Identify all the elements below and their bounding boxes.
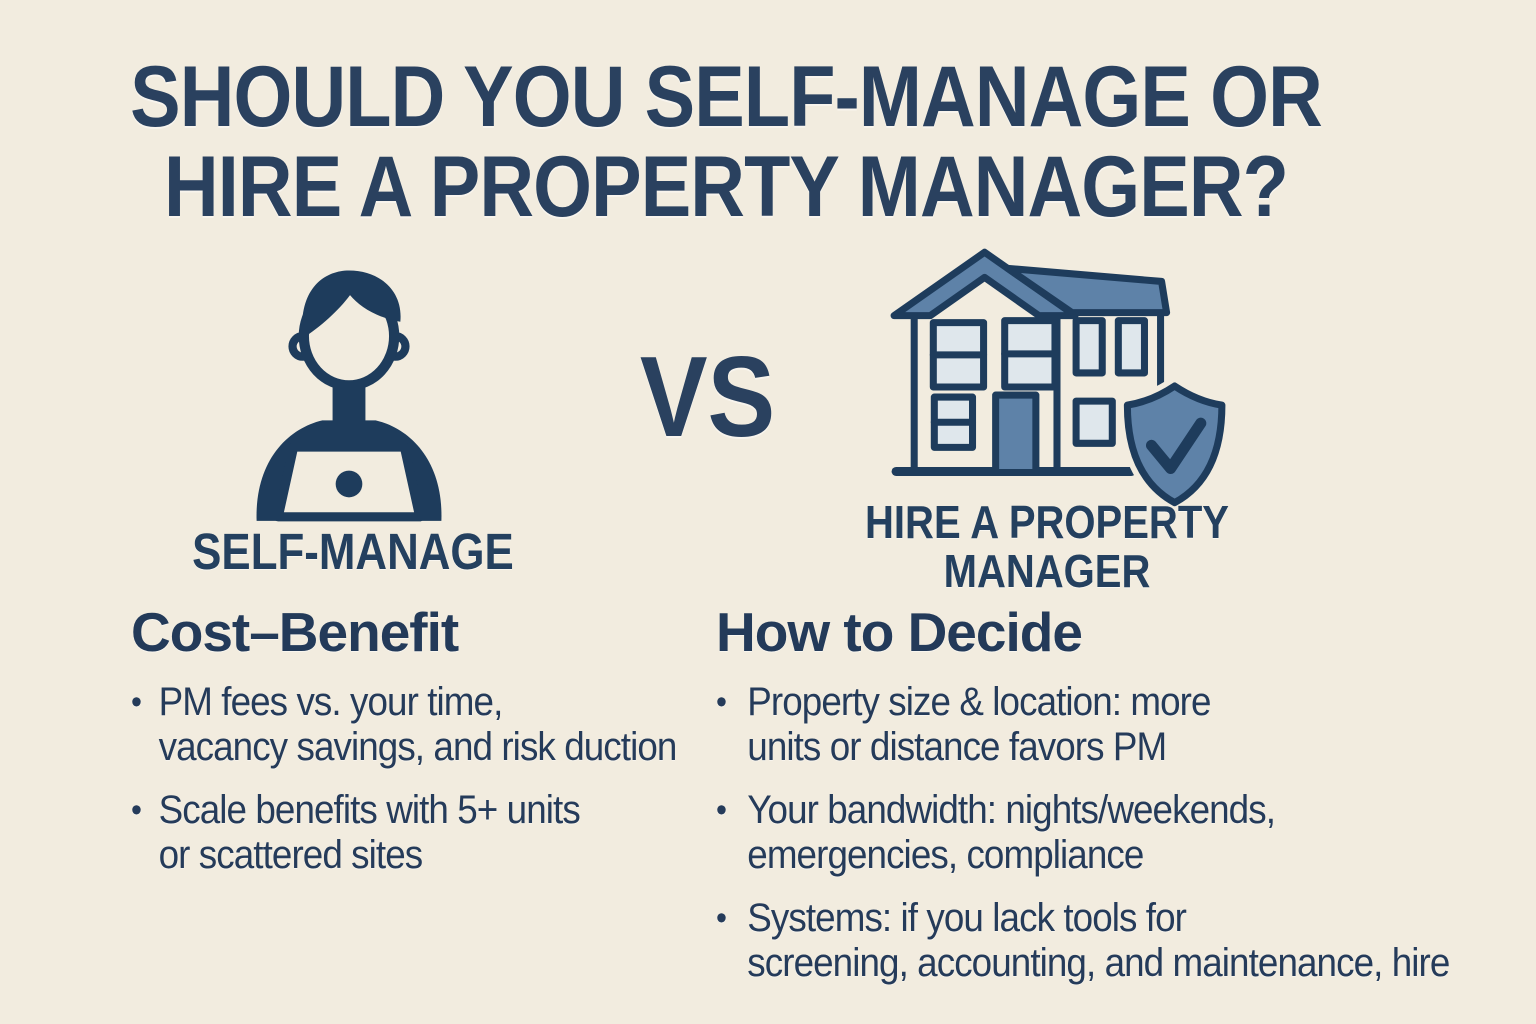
person-hair bbox=[302, 270, 401, 339]
title-line-1: SHOULD YOU SELF-MANAGE OR bbox=[130, 49, 1323, 145]
title-line-2: HIRE A PROPERTY MANAGER? bbox=[163, 139, 1289, 235]
front-door bbox=[992, 391, 1040, 477]
list-item: • Systems: if you lack tools for screeni… bbox=[716, 896, 1526, 986]
self-manage-label: SELF-MANAGE bbox=[192, 523, 514, 580]
person-at-laptop-icon bbox=[246, 252, 452, 524]
list-item: • Property size & location: more units o… bbox=[716, 680, 1526, 770]
bullet-dot: • bbox=[716, 899, 727, 937]
list-item: • Your bandwidth: nights/weekends, emerg… bbox=[716, 788, 1526, 878]
shield-check-icon bbox=[1118, 376, 1231, 512]
list-item: • PM fees vs. your time, vacancy savings… bbox=[131, 680, 738, 770]
bullet-text: Your bandwidth: nights/weekends, bbox=[747, 788, 1276, 832]
bullet-dot: • bbox=[716, 683, 727, 721]
bullet-dot: • bbox=[131, 683, 142, 721]
side-roof bbox=[1004, 264, 1171, 317]
window-narrow-2 bbox=[1114, 317, 1148, 377]
bullet-dot: • bbox=[131, 791, 142, 829]
bullet-text: units or distance favors PM bbox=[747, 725, 1167, 769]
window-narrow-1 bbox=[1072, 317, 1106, 377]
cost-benefit-bullet-list: • PM fees vs. your time, vacancy savings… bbox=[131, 680, 738, 878]
check-mark bbox=[1145, 417, 1207, 474]
bullet-dot: • bbox=[716, 791, 727, 829]
bullet-text: screening, accounting, and maintenance, … bbox=[747, 941, 1450, 985]
hire-label-line-1: HIRE A PROPERTY bbox=[865, 496, 1229, 548]
bullet-text: vacancy savings, and risk duction bbox=[158, 725, 678, 769]
page-title: SHOULD YOU SELF-MANAGE OR HIRE A PROPERT… bbox=[0, 52, 1452, 232]
bullet-text: Systems: if you lack tools for bbox=[747, 896, 1187, 940]
hire-property-manager-label: HIRE A PROPERTY MANAGER bbox=[856, 498, 1239, 596]
bullet-text: PM fees vs. your time, bbox=[158, 680, 504, 724]
bullet-text: Property size & location: more bbox=[747, 680, 1211, 724]
how-to-decide-heading: How to Decide bbox=[716, 601, 1083, 663]
cost-benefit-heading: Cost–Benefit bbox=[131, 601, 459, 663]
bullet-text: or scattered sites bbox=[158, 833, 424, 877]
house-with-shield-check-icon bbox=[878, 248, 1240, 520]
how-to-decide-bullet-list: • Property size & location: more units o… bbox=[716, 680, 1526, 986]
laptop-logo bbox=[335, 470, 363, 498]
window-lower-right bbox=[1072, 397, 1116, 447]
list-item: • Scale benefits with 5+ units or scatte… bbox=[131, 788, 738, 878]
house-icon bbox=[890, 248, 1171, 477]
bullet-text: Scale benefits with 5+ units bbox=[158, 788, 581, 832]
bullet-text: emergencies, compliance bbox=[747, 833, 1144, 877]
hire-label-line-2: MANAGER bbox=[943, 545, 1151, 597]
vs-label: VS bbox=[639, 334, 776, 461]
